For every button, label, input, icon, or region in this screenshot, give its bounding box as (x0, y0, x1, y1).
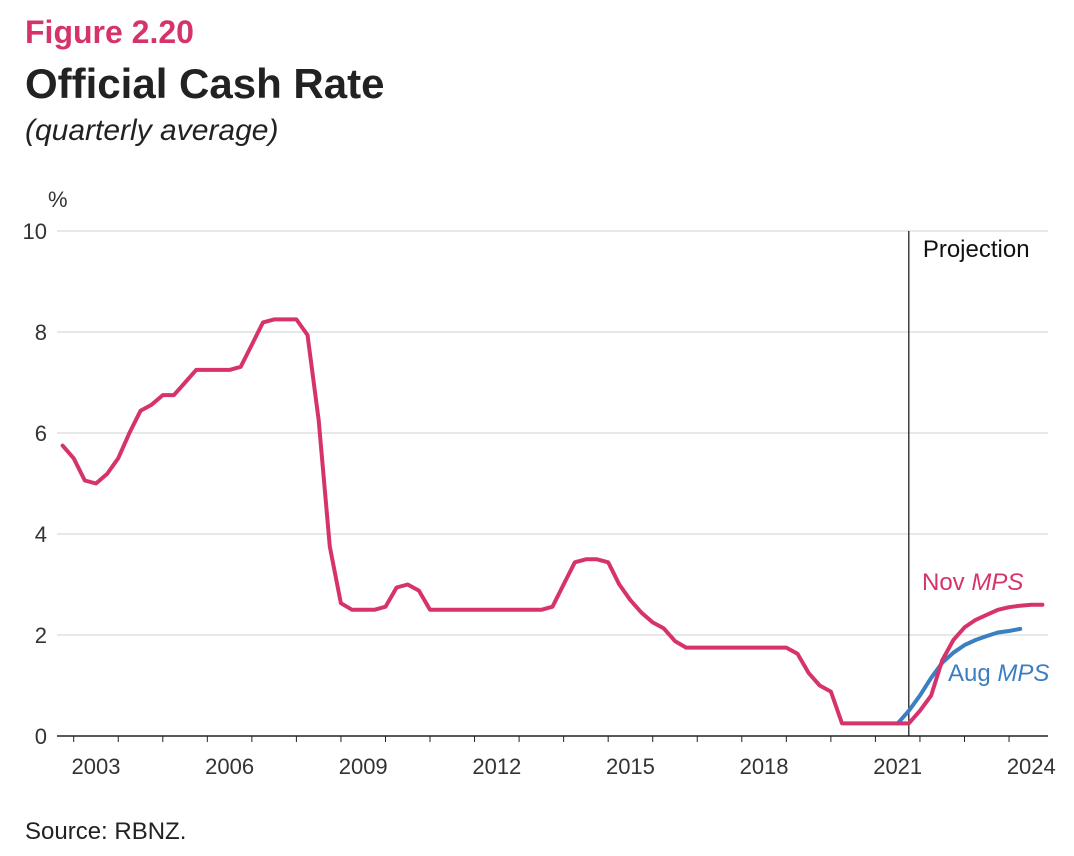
source-note: Source: RBNZ. (25, 818, 187, 845)
figure-number: Figure 2.20 (25, 14, 194, 50)
x-tick-label: 2021 (873, 754, 922, 779)
x-axis-ticks: 2003 2006 2009 2012 2015 2018 2021 2024 (71, 736, 1056, 779)
x-tick-label: 2024 (1007, 754, 1056, 779)
y-tick-label: 8 (35, 320, 47, 345)
legend-label-nov-main: Nov (922, 569, 971, 596)
x-tick-label: 2003 (71, 754, 120, 779)
gridlines (57, 230, 1048, 636)
y-axis-unit-label: % (48, 187, 68, 212)
legend-label-aug-main: Aug (948, 660, 997, 687)
series-line-aug-mps (895, 626, 1023, 726)
series-lines (60, 317, 1045, 726)
x-tick-label: 2018 (740, 754, 789, 779)
y-tick-label: 10 (23, 219, 47, 244)
chart-title: Official Cash Rate (25, 60, 385, 107)
y-tick-label: 4 (35, 522, 47, 547)
y-tick-label: 6 (35, 421, 47, 446)
series-line-nov-mps (60, 317, 1045, 726)
legend-label-nov-italic: MPS (971, 569, 1023, 596)
projection-label: Projection (923, 236, 1030, 263)
legend-label-aug-mps: Aug MPS (948, 660, 1049, 687)
x-tick-label: 2012 (472, 754, 521, 779)
x-tick-label: 2006 (205, 754, 254, 779)
y-axis-ticks: 0 2 4 6 8 10 (23, 219, 47, 749)
y-tick-label: 0 (35, 724, 47, 749)
x-tick-label: 2015 (606, 754, 655, 779)
legend-label-aug-italic: MPS (997, 660, 1049, 687)
y-tick-label: 2 (35, 623, 47, 648)
legend-label-nov-mps: Nov MPS (922, 569, 1023, 596)
x-tick-label: 2009 (339, 754, 388, 779)
chart-subtitle: (quarterly average) (25, 114, 279, 147)
